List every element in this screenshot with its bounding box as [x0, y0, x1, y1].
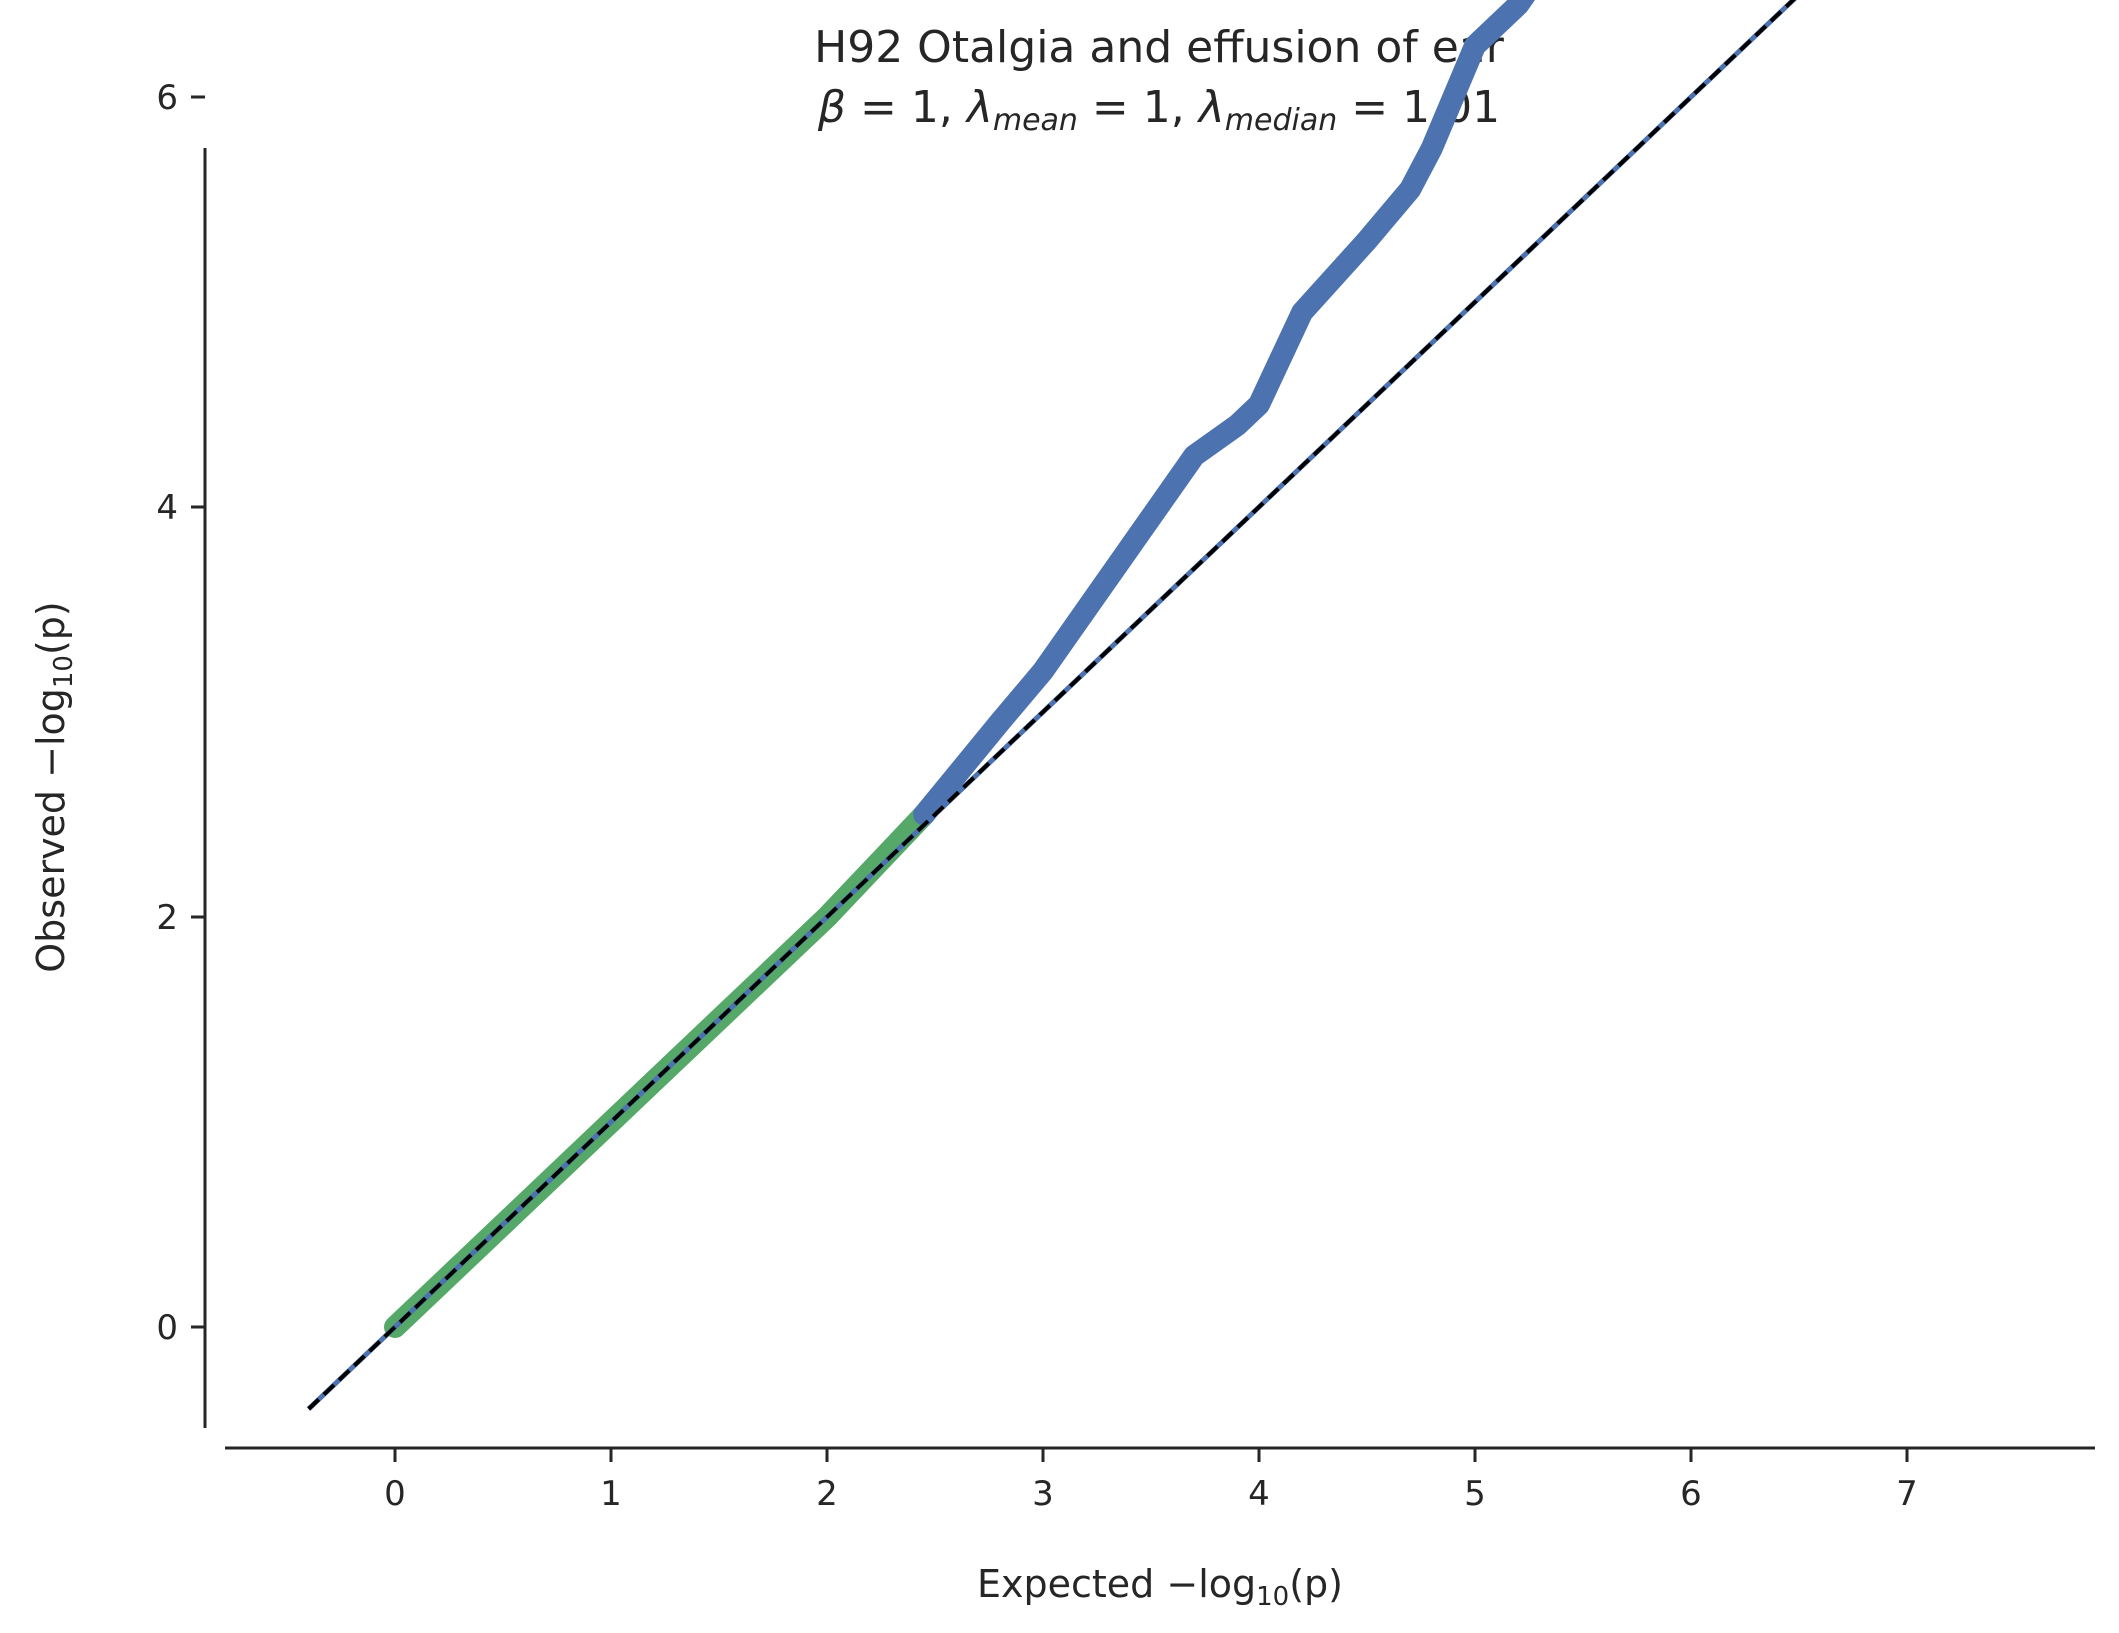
y-axis-label-subscript: 10: [49, 655, 79, 688]
beta-value: = 1,: [846, 82, 967, 133]
x-tick-label: 7: [1896, 1474, 1918, 1514]
y-tick-label: 4: [156, 488, 178, 528]
lambda-median-subscript: median: [1225, 103, 1337, 138]
x-tick-label: 2: [816, 1474, 838, 1514]
lambda-median-value: = 1.01: [1337, 82, 1500, 133]
reference-line-underlay: [306, 0, 1797, 1411]
x-axis-label-main: Expected −log: [977, 1562, 1256, 1606]
lambda-median-symbol: λ: [1197, 82, 1225, 133]
x-tick-label: 0: [384, 1474, 406, 1514]
plot-area: [306, 0, 1797, 1411]
data-series-1: [913, 0, 1535, 826]
y-tick-label: 2: [156, 898, 178, 938]
lambda-mean-symbol: λ: [965, 82, 993, 133]
x-tick-label: 4: [1248, 1474, 1270, 1514]
beta-symbol: β: [817, 82, 846, 133]
reference-line: [307, 0, 1797, 1411]
x-axis-label-subscript: 10: [1256, 1582, 1289, 1612]
chart-subtitle: β = 1, λmean = 1, λmedian = 1.01: [817, 82, 1500, 138]
x-axis-ticks: 0 1 2 3 4 5 6 7: [384, 1448, 1918, 1514]
x-tick-label: 3: [1032, 1474, 1054, 1514]
y-tick-label: 0: [156, 1308, 178, 1348]
x-tick-label: 1: [600, 1474, 622, 1514]
chart-title: H92 Otalgia and effusion of ear: [814, 22, 1505, 73]
y-tick-label: 6: [156, 78, 178, 118]
x-tick-label: 5: [1464, 1474, 1486, 1514]
lambda-mean-value: = 1,: [1078, 82, 1199, 133]
x-tick-label: 6: [1680, 1474, 1702, 1514]
y-axis-label-main: Observed −log: [29, 688, 73, 973]
x-axis-label-suffix: (p): [1289, 1562, 1343, 1606]
y-axis-label: Observed −log10(p): [29, 601, 79, 973]
y-axis-ticks: 0246810: [156, 78, 205, 1348]
lambda-mean-subscript: mean: [993, 103, 1078, 138]
x-axis-label: Expected −log10(p): [977, 1562, 1343, 1612]
y-axis-label-suffix: (p): [29, 601, 73, 655]
